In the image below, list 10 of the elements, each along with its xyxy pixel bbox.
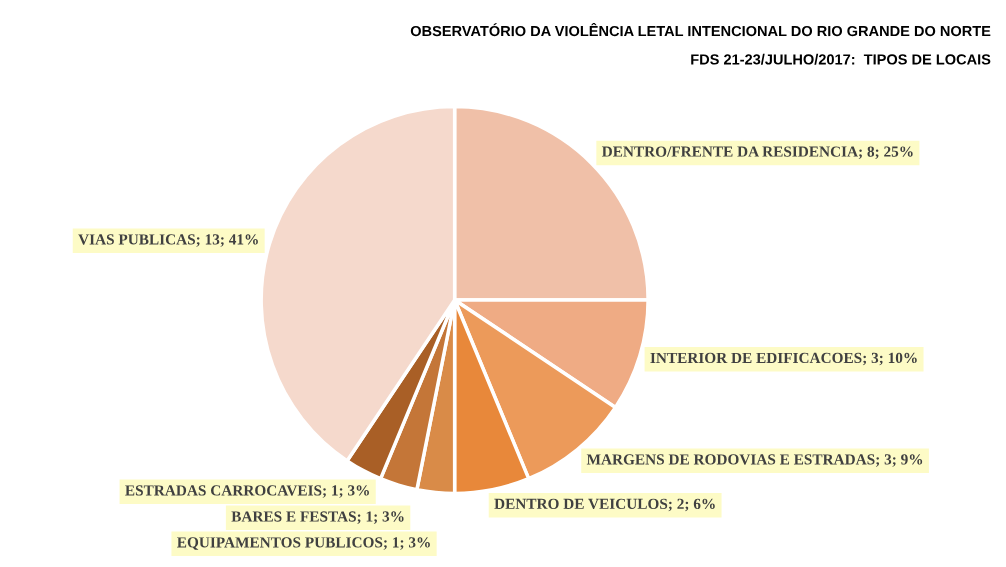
chart-subtitle: FDS 21-23/JULHO/2017: TIPOS DE LOCAIS (691, 53, 991, 65)
slice-label: INTERIOR DE EDIFICACOES; 3; 10% (650, 352, 917, 366)
chart-title: OBSERVATÓRIO DA VIOLÊNCIA LETAL INTENCIONAL DO RIO GRANDE DO NORTE (410, 23, 991, 37)
slice-label: BARES E FESTAS; 1; 3% (231, 511, 404, 524)
slice-label: VIAS PUBLICAS; 13; 41% (78, 234, 258, 247)
slice-label: ESTRADAS CARROCAVEIS; 1; 3% (125, 485, 369, 498)
slice-label: MARGENS DE RODOVIAS E ESTRADAS; 3; 9% (586, 454, 923, 467)
slice-label: DENTRO DE VEICULOS; 2; 6% (494, 498, 715, 512)
slice-label: EQUIPAMENTOS PUBLICOS; 1; 3% (177, 537, 430, 550)
slice-label: DENTRO/FRENTE DA RESIDENCIA; 8; 25% (601, 146, 913, 159)
